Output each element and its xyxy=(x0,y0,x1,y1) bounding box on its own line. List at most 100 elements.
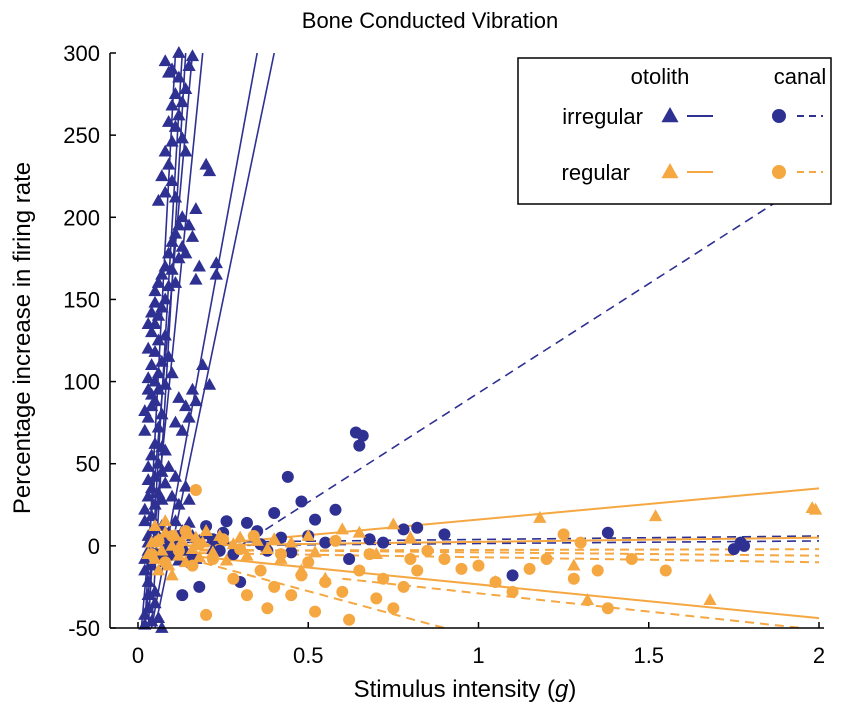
point-irregular-otolith xyxy=(168,190,183,203)
point-irregular-otolith xyxy=(155,492,169,505)
point-irregular-otolith xyxy=(144,325,159,338)
point-irregular-canal xyxy=(319,536,332,549)
point-regular-canal xyxy=(200,608,213,621)
point-irregular-otolith xyxy=(179,399,193,412)
point-irregular-otolith xyxy=(155,354,169,367)
point-regular-canal xyxy=(540,553,553,565)
point-irregular-otolith xyxy=(144,305,159,318)
point-regular-otolith xyxy=(533,510,547,523)
point-irregular-canal xyxy=(397,523,410,536)
point-irregular-canal xyxy=(309,513,322,526)
point-irregular-otolith xyxy=(148,469,162,482)
point-irregular-otolith xyxy=(148,295,162,308)
point-irregular-otolith xyxy=(172,218,186,231)
point-regular-canal xyxy=(574,536,587,549)
point-irregular-otolith xyxy=(179,479,193,492)
point-irregular-otolith xyxy=(202,164,217,177)
point-irregular-otolith xyxy=(161,349,176,362)
point-irregular-otolith xyxy=(141,371,155,384)
chart-title: Bone Conducted Vibration xyxy=(302,8,558,33)
point-regular-canal xyxy=(438,553,451,565)
point-irregular-otolith xyxy=(144,358,159,371)
point-regular-otolith xyxy=(185,542,200,555)
point-regular-canal xyxy=(193,538,206,551)
point-regular-canal xyxy=(234,543,247,556)
point-regular-canal xyxy=(261,602,274,615)
point-regular-canal xyxy=(186,559,199,572)
point-irregular-otolith xyxy=(158,328,172,341)
point-regular-canal xyxy=(329,534,342,547)
legend: otolith canal irregular regular xyxy=(517,57,832,205)
point-irregular-otolith xyxy=(158,476,172,489)
point-regular-canal xyxy=(285,589,298,602)
point-regular-canal xyxy=(411,564,424,577)
point-regular-canal xyxy=(268,580,281,593)
point-regular-canal xyxy=(591,564,604,577)
point-irregular-otolith xyxy=(182,218,196,231)
point-irregular-otolith xyxy=(161,115,176,127)
x-tick-label: 1.5 xyxy=(633,643,664,668)
point-irregular-otolith xyxy=(151,366,166,379)
point-regular-canal xyxy=(295,569,308,582)
point-irregular-otolith xyxy=(209,267,223,280)
point-regular-canal xyxy=(625,553,638,565)
point-regular-otolith xyxy=(335,522,349,535)
point-irregular-otolith xyxy=(144,558,159,571)
point-irregular-otolith xyxy=(158,185,172,198)
point-regular-canal xyxy=(152,534,165,547)
point-irregular-otolith xyxy=(165,134,179,147)
ticks: 0 0.5 1 1.5 2 -50 0 50 100 150 200 250 300 xyxy=(63,41,825,668)
point-regular-otolith xyxy=(233,530,247,543)
point-irregular-otolith xyxy=(151,193,166,206)
point-irregular-otolith xyxy=(148,345,162,357)
y-tick-label: 150 xyxy=(63,287,100,312)
x-axis-label-prefix: Stimulus intensity ( xyxy=(354,676,555,703)
point-irregular-otolith xyxy=(168,226,183,239)
point-irregular-otolith xyxy=(158,259,172,272)
point-irregular-otolith xyxy=(189,272,203,285)
point-irregular-otolith xyxy=(155,169,169,182)
point-regular-canal xyxy=(523,562,536,575)
y-tick-label: 0 xyxy=(88,534,100,559)
point-irregular-otolith xyxy=(189,202,203,214)
point-irregular-otolith xyxy=(138,607,152,620)
point-regular-canal xyxy=(377,572,390,585)
point-regular-otolith xyxy=(240,548,254,561)
point-irregular-canal xyxy=(738,539,751,552)
point-irregular-otolith xyxy=(172,391,186,403)
point-irregular-canal xyxy=(438,528,451,541)
point-irregular-otolith xyxy=(185,230,200,242)
fit-line-regular-canal xyxy=(155,548,820,552)
point-regular-canal xyxy=(370,592,383,605)
legend-header-canal: canal xyxy=(774,64,827,89)
point-irregular-otolith xyxy=(141,575,155,587)
legend-irregular-otolith-marker xyxy=(661,107,679,123)
point-regular-otolith xyxy=(648,509,663,522)
legend-regular-canal-marker xyxy=(772,165,786,179)
point-irregular-otolith xyxy=(138,617,152,630)
point-irregular-canal xyxy=(601,526,614,539)
y-tick-label: 50 xyxy=(76,452,100,477)
point-irregular-otolith xyxy=(144,614,159,627)
point-irregular-canal xyxy=(281,470,294,483)
point-regular-canal xyxy=(217,533,230,546)
point-irregular-otolith xyxy=(165,234,179,247)
point-regular-canal xyxy=(343,613,356,626)
point-irregular-otolith xyxy=(148,394,162,407)
point-regular-otolith xyxy=(284,535,298,548)
point-regular-canal xyxy=(275,548,288,561)
point-irregular-canal xyxy=(343,553,356,565)
x-tick-label: 0.5 xyxy=(293,643,324,668)
point-irregular-canal xyxy=(285,546,298,559)
point-irregular-otolith xyxy=(141,601,155,614)
point-irregular-canal xyxy=(377,536,390,549)
point-irregular-otolith xyxy=(172,497,186,510)
point-irregular-otolith xyxy=(148,437,162,449)
point-irregular-canal xyxy=(506,569,519,582)
legend-regular-otolith-marker xyxy=(661,163,679,179)
point-irregular-canal xyxy=(353,439,366,452)
y-tick-label: 300 xyxy=(63,41,100,66)
point-regular-canal xyxy=(397,580,410,593)
point-irregular-otolith xyxy=(141,489,155,502)
fit-line-regular-otolith xyxy=(154,487,820,551)
